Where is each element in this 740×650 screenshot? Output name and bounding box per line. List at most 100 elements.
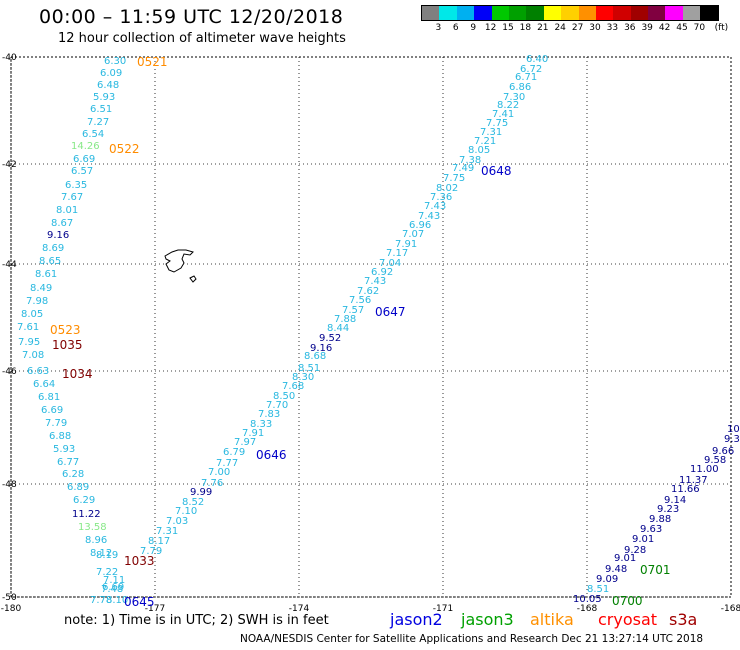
wave-height-value: 6.28	[62, 469, 84, 480]
pass-time-label: 1033	[124, 554, 155, 568]
footer-note: note: 1) Time is in UTC; 2) SWH is in fe…	[64, 613, 329, 628]
map-title: 00:00 – 11:59 UTC 12/20/2018	[39, 6, 344, 28]
latitude-label: -42	[2, 160, 17, 170]
wave-height-value: 7.91	[395, 239, 417, 250]
color-scale-label: 15	[502, 23, 514, 33]
wave-height-value: 6.92	[371, 267, 393, 278]
wave-height-value: 6.96	[409, 220, 431, 231]
wave-height-value: 8.05	[21, 309, 43, 320]
satellite-cryosat-label: cryosat	[598, 610, 658, 629]
color-swatch	[508, 6, 527, 20]
color-swatch	[613, 6, 631, 20]
wave-height-value: 6.71	[515, 72, 537, 83]
wave-height-value: 9.99	[190, 487, 212, 498]
color-scale-label: 70	[693, 23, 706, 33]
color-swatch	[700, 6, 718, 20]
wave-height-value: 7.95	[18, 337, 40, 348]
latitude-label: -40	[2, 53, 17, 63]
wave-height-value: 5.93	[53, 444, 75, 455]
pass-time-label: 0700	[612, 594, 643, 608]
map-axis-labels: -40 -42 -44 -46 -48 -50-180 -177 -174 -171 -168 -1…	[1, 53, 740, 614]
latitude-label: -46	[2, 367, 17, 377]
wave-height-value: 7.75	[443, 173, 465, 184]
wave-height-value: 7.68	[282, 381, 304, 392]
longitude-label: -174	[289, 604, 310, 614]
wave-height-value: 7.43	[418, 211, 440, 222]
wave-height-value: 9.16	[310, 343, 332, 354]
color-swatch	[561, 6, 579, 20]
wave-height-value: 8.44	[327, 323, 349, 334]
wave-height-value: 9.48	[605, 564, 627, 575]
wave-height-value: 9.88	[649, 514, 671, 525]
wave-height-value: 14.26	[71, 141, 100, 152]
footer-credit: NOAA/NESDIS Center for Satellite Applica…	[240, 633, 704, 645]
observation-labels: 6.306.096.485.936.517.276.5414.266.696.5…	[17, 54, 740, 606]
wave-height-value: 7.79	[45, 418, 67, 429]
wave-height-value: 9.58	[704, 455, 726, 466]
wave-height-value: 7.21	[474, 136, 496, 147]
wave-height-value: 6.77	[57, 457, 79, 468]
wave-height-value: 8.22	[497, 100, 519, 111]
color-scale-label: 42	[658, 23, 671, 33]
latitude-label: -50	[2, 593, 17, 603]
wave-height-value: 6.88	[49, 431, 71, 442]
color-scale-legend: 3 6 9 12 15 18 21 24 27 30 33 36 39 42 45 70 (ft)	[421, 5, 728, 35]
wave-height-value: 7.56	[349, 295, 371, 306]
wave-height-value: 8.65	[39, 256, 61, 267]
wave-height-value: 7.76	[201, 478, 223, 489]
wave-height-value: 6.89	[67, 482, 89, 493]
pass-time-label: 0647	[375, 305, 406, 319]
longitude-label: -171	[433, 604, 453, 614]
map-grid	[10, 56, 732, 598]
satellite-altika-label: altika	[530, 610, 574, 629]
wave-height-value: 6.64	[33, 379, 55, 390]
wave-height-value: 7.43	[364, 276, 386, 287]
color-scale-label: 39	[641, 23, 653, 33]
satellite-jason2-label: jason2	[390, 610, 443, 629]
wave-height-value: 9.09	[596, 574, 618, 585]
wave-height-value: 8.30	[292, 372, 314, 383]
wave-height-value: 7.22	[96, 567, 118, 578]
wave-height-value: 7.48	[101, 584, 123, 595]
color-swatch	[665, 6, 683, 20]
longitude-label: -168	[721, 604, 740, 614]
wave-height-value: 7.30	[503, 92, 525, 103]
color-swatch	[543, 6, 562, 20]
wave-height-value: 6.72	[520, 64, 542, 75]
wave-height-value: 8.51	[298, 363, 320, 374]
wave-height-value: 6.86	[509, 82, 531, 93]
wave-height-value: 7.00	[208, 467, 230, 478]
longitude-label: -177	[145, 604, 165, 614]
wave-height-value: 13.58	[78, 522, 107, 533]
wave-height-value: 9.52	[319, 333, 341, 344]
wave-height-value: 8.19	[96, 550, 118, 561]
color-scale-label: 12	[484, 23, 497, 33]
wave-height-value: 9.01	[614, 553, 636, 564]
wave-height-value: 7.70	[266, 400, 288, 411]
wave-height-value: 7.31	[156, 526, 178, 537]
wave-height-value: 6.29	[73, 495, 95, 506]
wave-height-value: 7.79	[140, 546, 162, 557]
color-swatch	[578, 6, 596, 20]
wave-height-value: 8.69	[42, 243, 64, 254]
wave-height-value: 7.97	[234, 437, 256, 448]
wave-height-value: 7.38	[459, 155, 481, 166]
wave-height-value: 7.04	[379, 258, 401, 269]
color-swatch	[595, 6, 614, 20]
map-frame	[10, 56, 732, 598]
color-scale-label: 36	[624, 23, 636, 33]
wave-height-value: 8.49	[30, 283, 52, 294]
satellite-jason3-label: jason3	[461, 610, 514, 629]
wave-height-value: 9.37	[724, 434, 740, 445]
pass-time-label: 0522	[109, 142, 140, 156]
wave-height-value: 11.37	[679, 475, 708, 486]
map-subtitle: 12 hour collection of altimeter wave hei…	[58, 31, 346, 46]
color-scale-swatches	[421, 5, 719, 21]
wave-height-value: 9.23	[657, 504, 679, 515]
wave-height-value: 8.96	[85, 535, 107, 546]
wave-height-value: 8.05	[468, 145, 490, 156]
color-swatch	[491, 6, 509, 20]
wave-height-value: 7.43	[424, 201, 446, 212]
wave-height-value: 7.27	[87, 117, 109, 128]
